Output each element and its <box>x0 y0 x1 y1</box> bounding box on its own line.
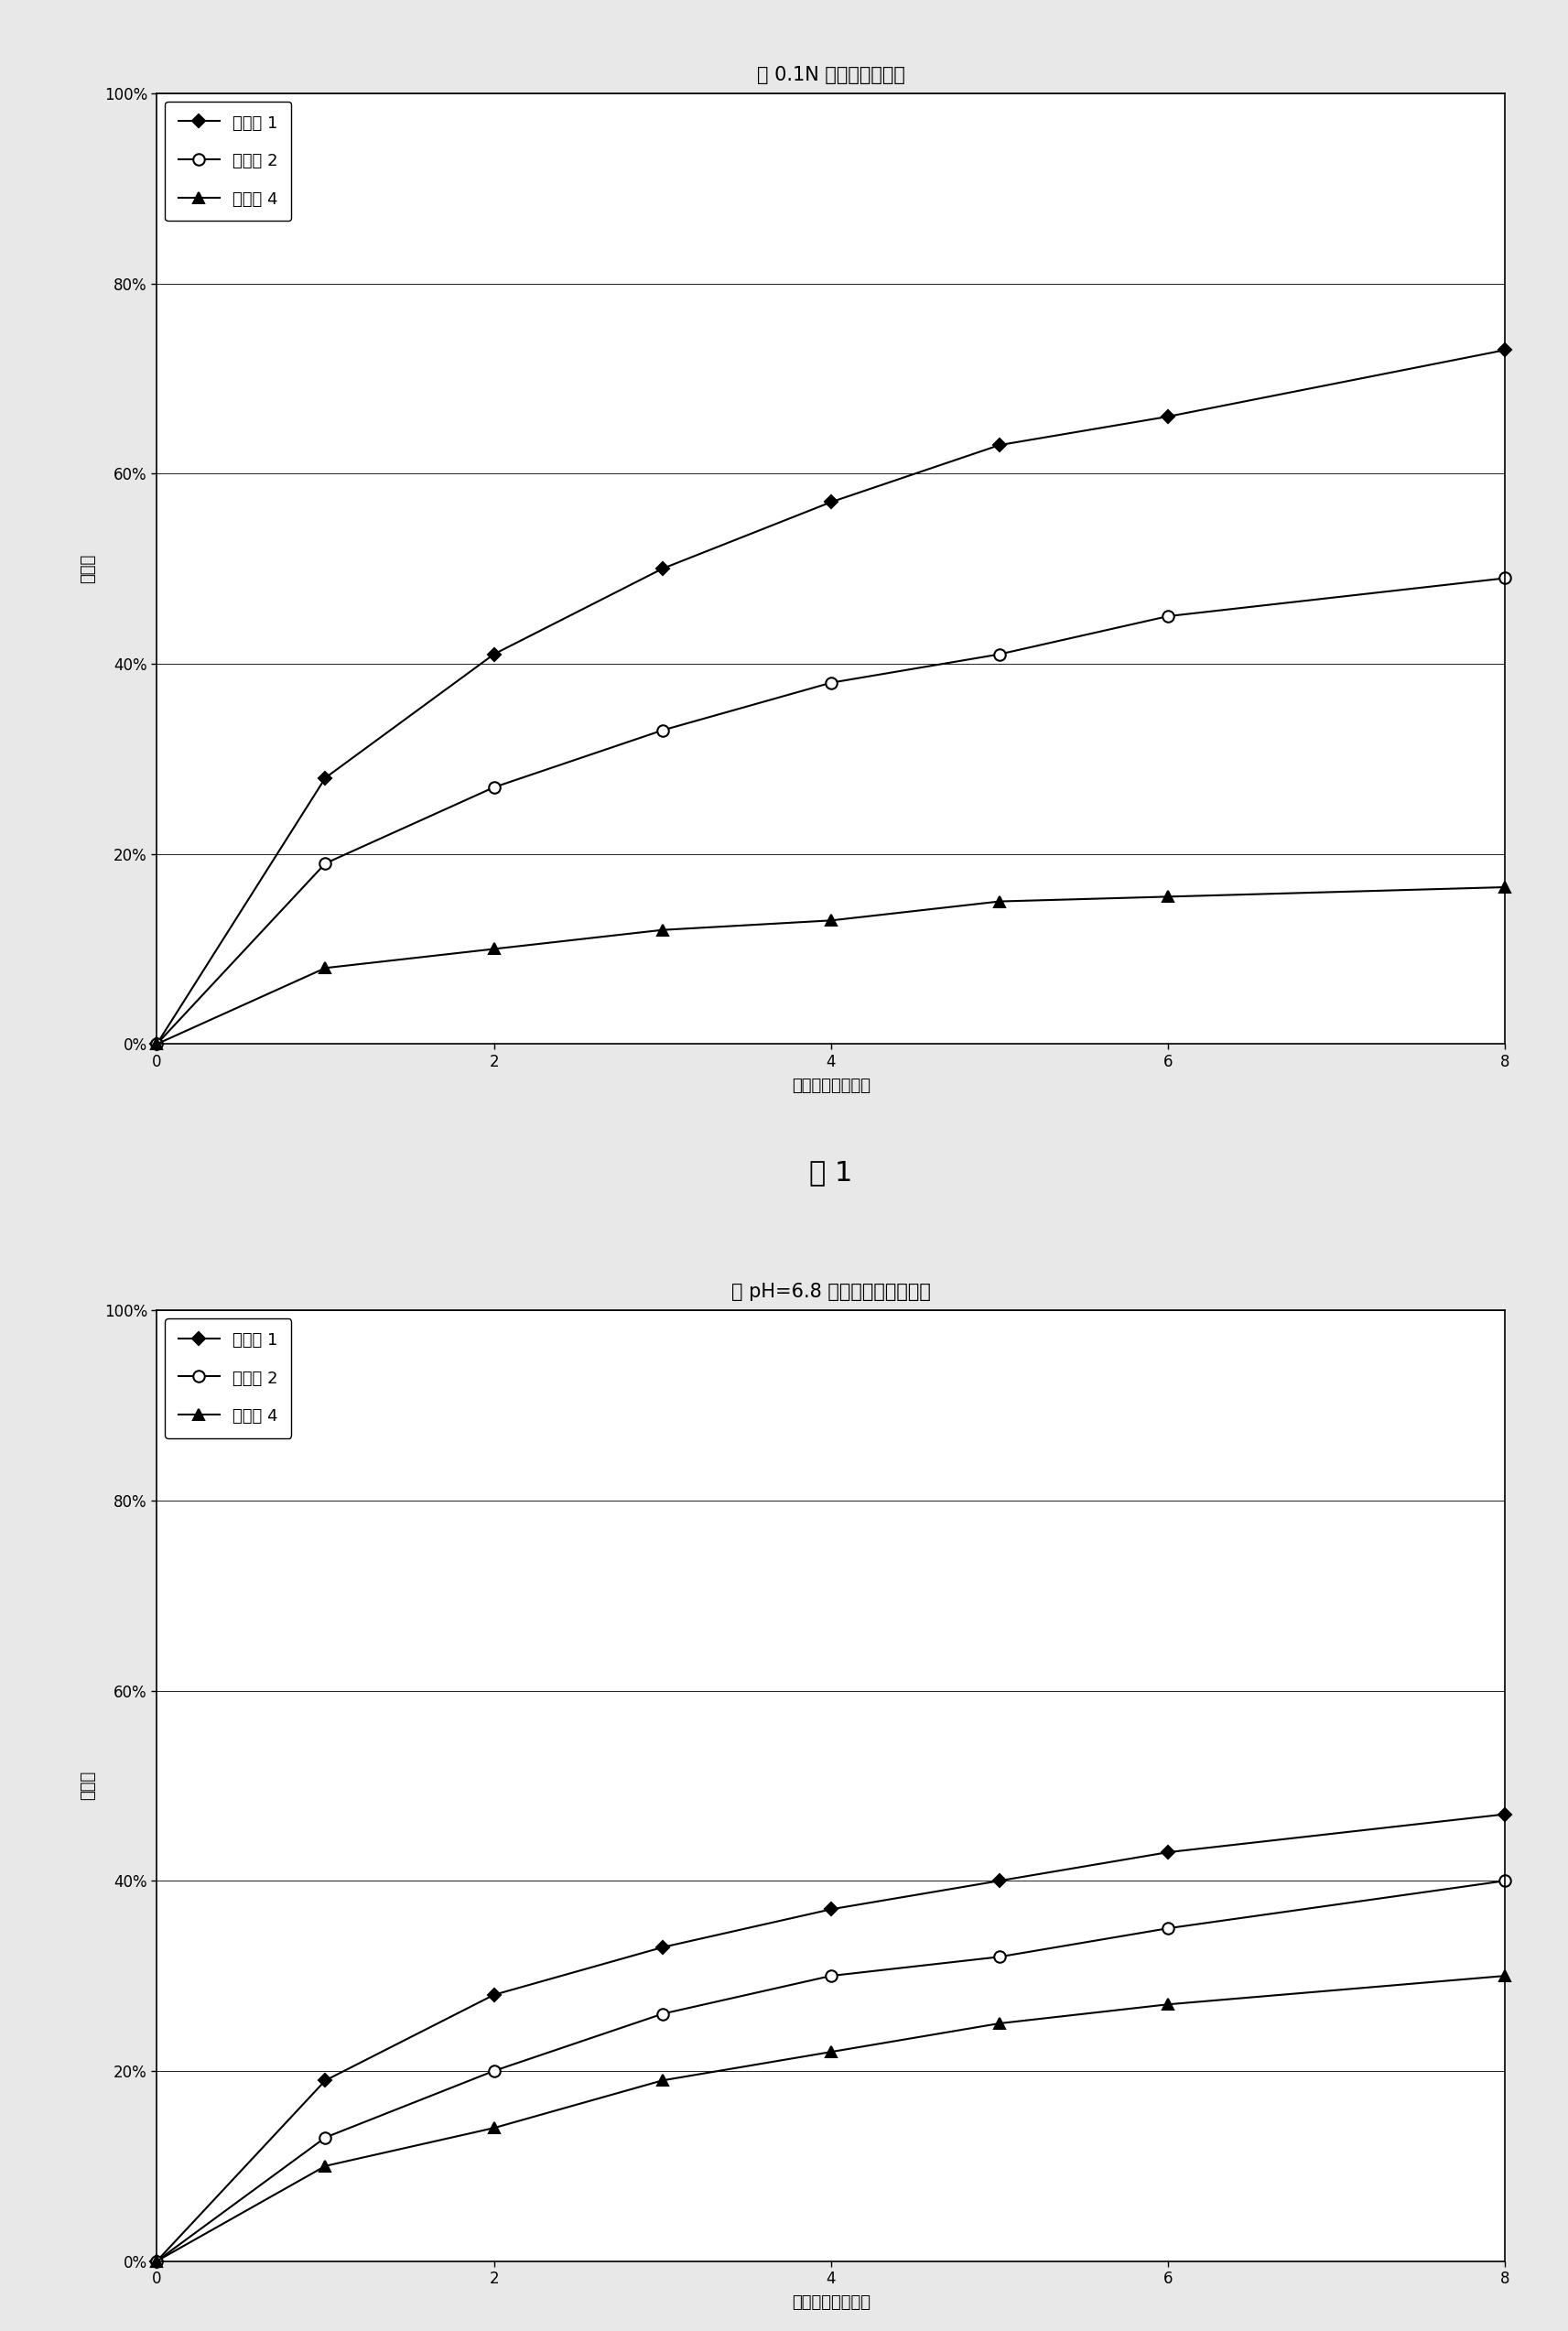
实施例 4 <box>315 953 336 981</box>
实施例 4 <box>485 935 503 963</box>
实施例 4 <box>654 916 673 944</box>
Y-axis label: 溢出率: 溢出率 <box>80 555 96 583</box>
实施例 2 <box>654 716 673 744</box>
比较例 1 <box>315 765 336 793</box>
比较例 1 <box>315 2065 336 2093</box>
比较例 1 <box>1159 1839 1178 1867</box>
实施例 2 <box>315 2124 336 2152</box>
实施例 2 <box>1496 1867 1515 1895</box>
实施例 2 <box>485 2056 503 2084</box>
实施例 2 <box>654 2000 673 2028</box>
实施例 2 <box>147 2247 166 2275</box>
比较例 1 <box>1496 336 1515 364</box>
实施例 4 <box>485 2114 503 2142</box>
实施例 4 <box>147 1030 166 1058</box>
Line: 实施例 4: 实施例 4 <box>151 1970 1512 2266</box>
比较例 1 <box>147 2247 166 2275</box>
X-axis label: 溢出时间（小时）: 溢出时间（小时） <box>792 2294 870 2312</box>
比较例 1 <box>485 1981 503 2009</box>
实施例 2 <box>1496 564 1515 592</box>
实施例 4 <box>991 888 1010 916</box>
比较例 1 <box>991 1867 1010 1895</box>
Text: 图 1: 图 1 <box>809 1159 853 1186</box>
Line: 实施例 2: 实施例 2 <box>151 573 1512 1049</box>
Legend: 比较例 1, 实施例 2, 实施例 4: 比较例 1, 实施例 2, 实施例 4 <box>165 103 292 221</box>
实施例 4 <box>822 907 840 935</box>
实施例 4 <box>315 2152 336 2179</box>
比较例 1 <box>654 1932 673 1960</box>
实施例 2 <box>991 1942 1010 1970</box>
实施例 2 <box>147 1030 166 1058</box>
实施例 4 <box>654 2065 673 2093</box>
X-axis label: 溢出时间（小时）: 溢出时间（小时） <box>792 1077 870 1093</box>
实施例 2 <box>822 669 840 697</box>
实施例 2 <box>315 848 336 876</box>
比较例 1 <box>822 1895 840 1923</box>
Title: 在 pH=6.8 的缓冲液中的溢出图: 在 pH=6.8 的缓冲液中的溢出图 <box>731 1282 931 1301</box>
比较例 1 <box>654 555 673 583</box>
比较例 1 <box>1159 403 1178 431</box>
实施例 2 <box>991 641 1010 669</box>
比较例 1 <box>485 641 503 669</box>
实施例 4 <box>1496 874 1515 902</box>
实施例 4 <box>1159 1991 1178 2019</box>
Line: 实施例 2: 实施例 2 <box>151 1874 1512 2266</box>
实施例 4 <box>822 2037 840 2065</box>
实施例 2 <box>1159 601 1178 629</box>
实施例 2 <box>822 1963 840 1991</box>
实施例 2 <box>485 774 503 802</box>
Y-axis label: 溢出率: 溢出率 <box>80 1772 96 1800</box>
比较例 1 <box>822 487 840 515</box>
实施例 4 <box>147 2247 166 2275</box>
比较例 1 <box>147 1030 166 1058</box>
Legend: 比较例 1, 实施例 2, 实施例 4: 比较例 1, 实施例 2, 实施例 4 <box>165 1319 292 1438</box>
Line: 实施例 4: 实施例 4 <box>151 881 1512 1049</box>
实施例 4 <box>1159 883 1178 911</box>
Title: 在 0.1N 盐酸中的溢出图: 在 0.1N 盐酸中的溢出图 <box>757 65 905 84</box>
实施例 4 <box>1496 1963 1515 1991</box>
Line: 比较例 1: 比较例 1 <box>152 1809 1510 2266</box>
Line: 比较例 1: 比较例 1 <box>152 345 1510 1049</box>
比较例 1 <box>991 431 1010 459</box>
实施例 2 <box>1159 1914 1178 1942</box>
比较例 1 <box>1496 1800 1515 1828</box>
实施例 4 <box>991 2009 1010 2037</box>
